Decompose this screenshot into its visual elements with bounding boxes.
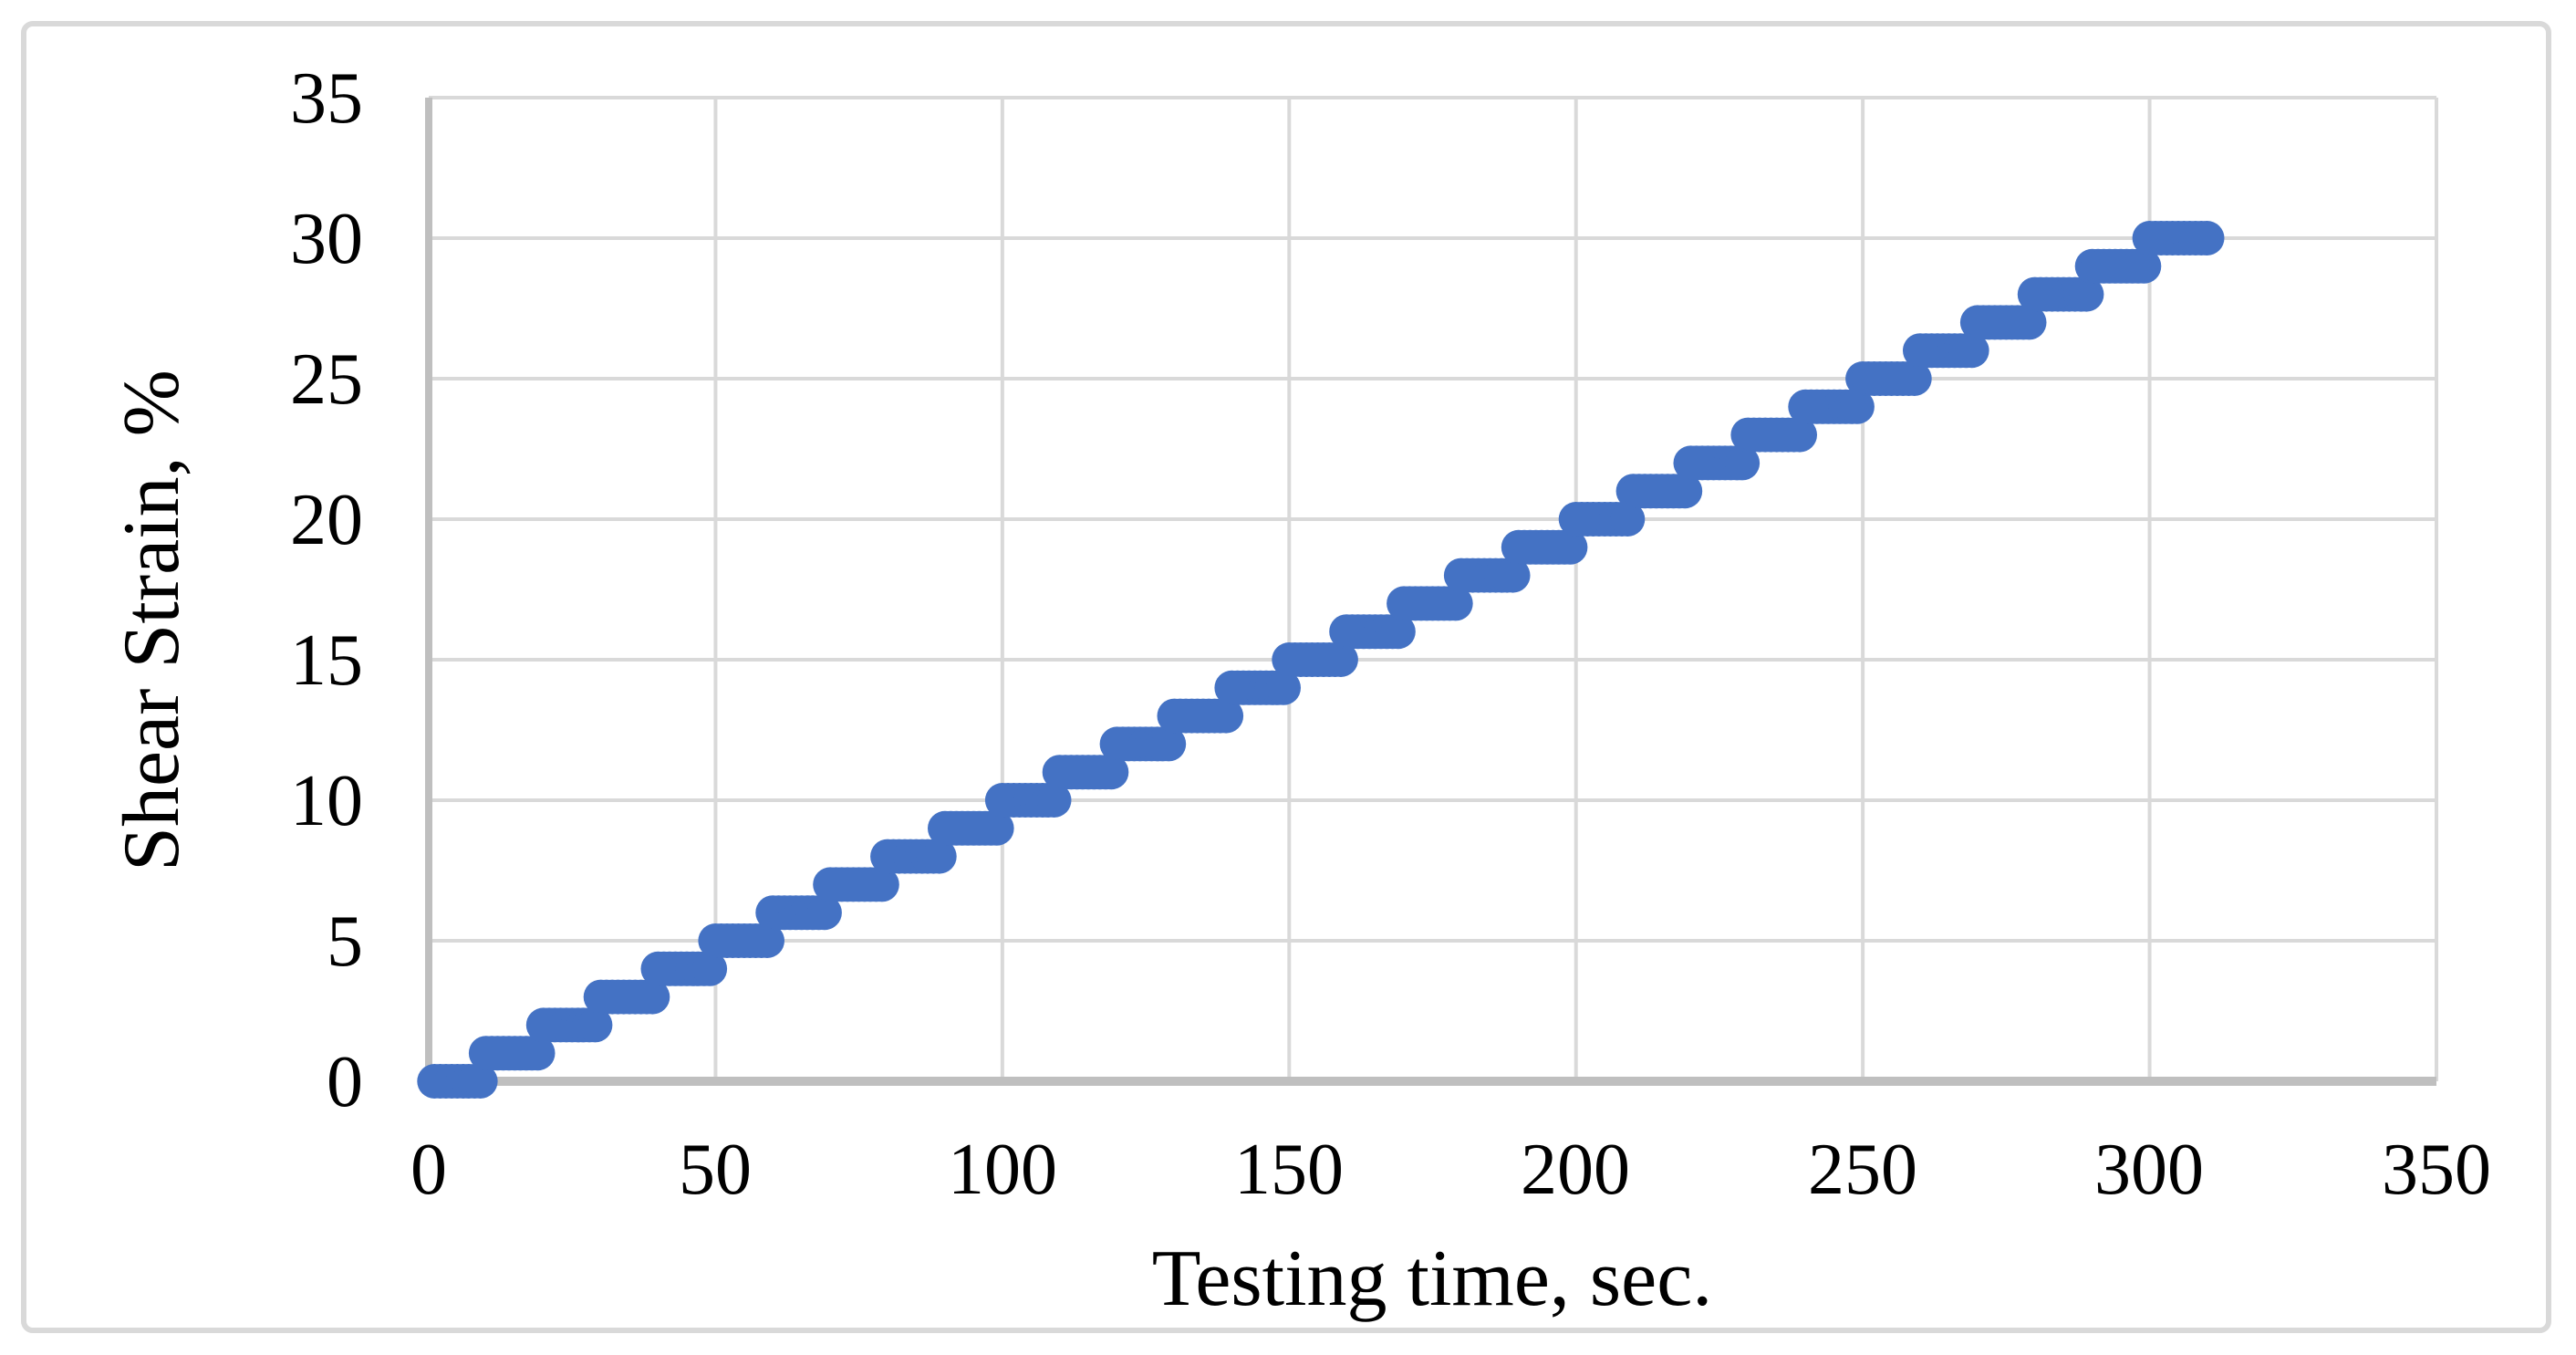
data-point-marker — [1094, 755, 1129, 790]
data-point-marker — [692, 951, 728, 986]
y-tick-label: 15 — [290, 620, 363, 701]
data-points — [417, 221, 2225, 1099]
x-axis-title: Testing time, sec. — [1152, 1235, 1713, 1323]
data-point-marker — [1495, 558, 1531, 593]
data-point-marker — [1896, 361, 1932, 396]
x-tick-label: 150 — [1234, 1130, 1344, 1210]
y-tick-label: 5 — [327, 902, 363, 982]
y-tick-label: 25 — [290, 339, 363, 420]
x-axis-tick-labels: 0 50 100 150 200 250 300 350 — [410, 1130, 2491, 1210]
x-tick-label: 300 — [2094, 1130, 2204, 1210]
y-axis-title: Shear Strain, % — [108, 370, 196, 871]
data-point-marker — [1380, 614, 1416, 650]
x-tick-label: 50 — [679, 1130, 752, 1210]
y-tick-label: 10 — [290, 761, 363, 841]
x-tick-label: 0 — [410, 1130, 447, 1210]
data-point-marker — [2069, 276, 2104, 312]
x-tick-label: 100 — [948, 1130, 1057, 1210]
data-point-marker — [750, 923, 784, 958]
data-point-marker — [635, 979, 670, 1015]
data-point-marker — [864, 867, 899, 902]
data-point-marker — [1438, 586, 1473, 621]
axis-lines — [425, 98, 2436, 1086]
data-point-marker — [806, 895, 842, 931]
data-point-marker — [1553, 529, 1588, 565]
data-point-marker — [2189, 221, 2225, 255]
data-point-marker — [2011, 305, 2047, 340]
data-point-marker — [1954, 333, 1989, 369]
y-tick-label: 0 — [327, 1042, 363, 1122]
data-point-marker — [921, 839, 957, 874]
data-point-marker — [1782, 417, 1817, 453]
data-point-marker — [1151, 726, 1187, 762]
data-point-marker — [1667, 474, 1703, 509]
data-point-marker — [1610, 502, 1646, 537]
data-point-marker — [1266, 670, 1301, 705]
x-tick-label: 350 — [2382, 1130, 2491, 1210]
data-point-marker — [1036, 783, 1072, 818]
y-tick-label: 35 — [290, 58, 363, 139]
data-point-marker — [1839, 389, 1875, 424]
figure-border — [21, 21, 2551, 1333]
x-tick-label: 250 — [1808, 1130, 1917, 1210]
y-axis-tick-labels: 0 5 10 15 20 25 30 35 — [290, 58, 363, 1122]
x-tick-label: 200 — [1521, 1130, 1630, 1210]
data-point-marker — [577, 1007, 613, 1043]
data-point-marker — [2126, 248, 2162, 284]
data-point-marker — [979, 810, 1014, 846]
data-point-marker — [462, 1064, 498, 1099]
data-point-marker — [520, 1036, 556, 1071]
y-tick-label: 20 — [290, 480, 363, 560]
data-point-marker — [1323, 642, 1358, 677]
data-point-marker — [1209, 698, 1244, 734]
data-point-marker — [1725, 445, 1761, 481]
y-tick-label: 30 — [290, 199, 363, 279]
